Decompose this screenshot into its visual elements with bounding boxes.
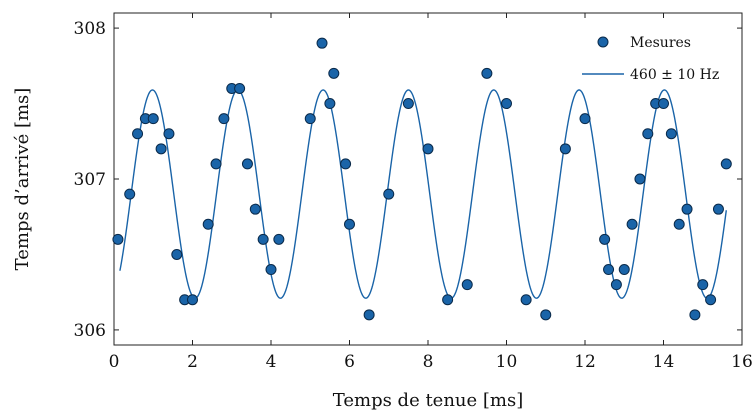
data-point <box>324 98 336 110</box>
data-point <box>665 128 677 140</box>
x-tick-label: 2 <box>187 352 198 372</box>
data-point <box>697 279 709 291</box>
y-tick-label: 307 <box>74 170 106 190</box>
x-tick-label: 6 <box>344 352 355 372</box>
y-tick-labels: 306 307 308 <box>74 19 106 341</box>
data-point <box>599 233 611 245</box>
data-point <box>187 294 198 306</box>
data-point <box>705 294 717 306</box>
x-tick-label: 4 <box>266 352 277 372</box>
data-point <box>210 158 222 170</box>
data-point <box>579 113 591 125</box>
data-point <box>481 67 493 79</box>
data-point <box>603 264 615 276</box>
legend-label-mesures: Mesures <box>630 35 691 51</box>
data-point <box>559 143 571 155</box>
fit-curve <box>119 89 727 299</box>
data-point <box>234 82 246 94</box>
legend-marker-mesures <box>597 36 609 48</box>
data-point <box>673 218 685 230</box>
x-tick-label: 12 <box>574 352 596 372</box>
data-point <box>520 294 532 306</box>
data-point <box>689 309 701 321</box>
x-tick-label: 8 <box>423 352 434 372</box>
data-point <box>132 128 144 140</box>
data-point <box>383 188 395 200</box>
data-point <box>304 113 316 125</box>
data-point <box>171 248 183 260</box>
data-point <box>422 143 434 155</box>
data-point <box>155 143 167 155</box>
x-tick-label: 10 <box>496 352 518 372</box>
data-point <box>442 294 454 306</box>
data-point <box>712 203 724 215</box>
data-point <box>681 203 693 215</box>
data-point <box>147 113 159 125</box>
y-axis-label: Temps d’arrivé [ms] <box>12 88 33 271</box>
data-point <box>249 203 261 215</box>
data-point <box>720 158 732 170</box>
data-point <box>642 128 654 140</box>
data-point <box>344 218 355 230</box>
data-point <box>273 233 285 245</box>
legend-label-fit: 460 ± 10 Hz <box>630 67 719 83</box>
data-point <box>540 309 552 321</box>
legend: Mesures 460 ± 10 Hz <box>582 35 719 83</box>
fit-curve-group <box>119 89 727 299</box>
x-tick-labels: 0 2 4 6 8 10 12 14 16 <box>109 352 753 372</box>
x-tick-label: 16 <box>731 352 753 372</box>
x-axis-label: Temps de tenue [ms] <box>333 390 524 411</box>
axis-ticks <box>113 13 743 345</box>
x-tick-label: 0 <box>109 352 120 372</box>
data-point <box>402 98 414 110</box>
data-point <box>363 309 375 321</box>
data-point <box>316 37 328 49</box>
data-point <box>328 67 340 79</box>
data-point <box>618 264 630 276</box>
data-point <box>501 98 512 110</box>
data-points-group <box>112 37 732 321</box>
data-point <box>265 264 277 276</box>
data-point <box>112 233 124 245</box>
data-point <box>626 218 638 230</box>
data-point <box>340 158 352 170</box>
data-point <box>634 173 646 185</box>
data-point <box>658 98 669 110</box>
data-point <box>202 218 214 230</box>
x-tick-label: 14 <box>653 352 675 372</box>
data-point <box>257 233 269 245</box>
data-point <box>124 188 136 200</box>
data-point <box>241 158 253 170</box>
data-point <box>163 128 175 140</box>
data-point <box>610 279 622 291</box>
data-point <box>461 279 473 291</box>
plot-area <box>112 12 743 346</box>
y-tick-label: 306 <box>74 321 106 341</box>
y-tick-label: 308 <box>74 19 106 39</box>
data-point <box>218 113 230 125</box>
